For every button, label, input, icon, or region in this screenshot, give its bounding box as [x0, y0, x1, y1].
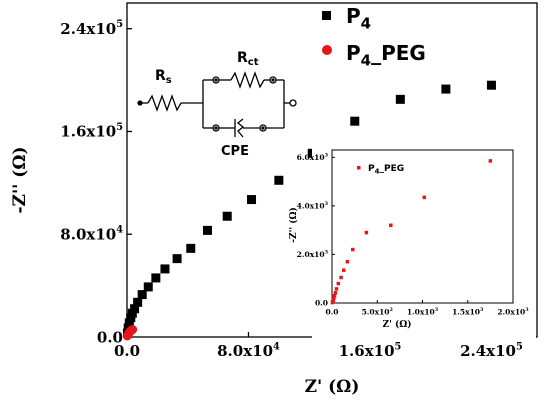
- data-point-p4: [274, 175, 284, 185]
- x-tick-label: 0.0: [114, 342, 140, 360]
- legend-label-p4-peg: P4_PEG: [346, 41, 426, 69]
- data-point-p4: [395, 94, 405, 104]
- x-tick-label: 8.0x104: [217, 341, 280, 360]
- inset-legend: P4_PEG: [357, 164, 404, 175]
- data-point-p4-peg: [336, 281, 341, 286]
- data-point-p4-peg: [389, 223, 393, 228]
- inset-legend-label: P4_PEG: [368, 164, 404, 175]
- data-point-p4-peg: [364, 230, 369, 235]
- data-point-p4-peg: [345, 259, 350, 264]
- x-tick-label: 1.0x103: [407, 307, 439, 316]
- label-rs: Rs: [155, 68, 172, 86]
- data-point-p4: [172, 254, 182, 264]
- x-tick-label: 5.0x102: [362, 307, 393, 316]
- legend-label-p4: P4: [346, 4, 371, 32]
- inset-data-points: [330, 159, 493, 305]
- y-tick-label: 8.0x104: [60, 225, 123, 244]
- data-point-p4-peg: [332, 293, 337, 298]
- y-tick-label: 1.6x105: [60, 122, 123, 141]
- y-tick-label: 0.0: [97, 328, 123, 346]
- equivalent-circuit-diagram: [137, 71, 297, 138]
- data-point-p4-peg: [333, 291, 338, 295]
- data-point-p4-peg: [351, 247, 355, 252]
- data-point-p4: [124, 318, 134, 328]
- main-legend: P4 P4_PEG: [322, 4, 426, 69]
- data-point-p4: [350, 116, 360, 126]
- x-tick-label: 2.0x103: [497, 307, 529, 316]
- circuit-labels: Rs Rct CPE: [155, 50, 259, 159]
- x-tick-label: 0.0: [325, 308, 338, 317]
- data-point-p4-peg: [488, 159, 493, 163]
- data-point-p4: [247, 195, 257, 205]
- data-point-p4: [202, 225, 212, 235]
- data-point-p4-peg: [331, 298, 336, 302]
- data-point-p4: [222, 211, 232, 221]
- data-point-p4-peg: [422, 195, 427, 200]
- inset-y-axis-label: -Z'' (Ω): [288, 207, 299, 242]
- label-rct: Rct: [237, 50, 259, 68]
- data-point-p4: [441, 84, 451, 94]
- data-point-p4-peg: [332, 296, 336, 300]
- label-cpe: CPE: [221, 144, 249, 159]
- data-point-p4-peg: [128, 325, 138, 335]
- x-tick-label: 2.4x105: [460, 341, 523, 360]
- data-point-p4: [486, 80, 496, 90]
- y-tick-label: 0.0: [315, 299, 328, 308]
- data-point-p4: [151, 273, 161, 283]
- main-tick-labels: 0.0 8.0x104 1.6x105 2.4x105 0.0 8.0x104 1.6x10…: [60, 19, 523, 360]
- inset-legend-marker: [357, 166, 361, 170]
- y-tick-label: 4.0x103: [297, 201, 329, 210]
- data-point-p4: [137, 290, 147, 300]
- legend-marker-p4: [322, 11, 331, 20]
- y-tick-label: 2.4x105: [60, 19, 123, 38]
- data-point-p4: [130, 304, 140, 314]
- y-tick-label: 2.0x103: [297, 250, 329, 259]
- legend-marker-p4-peg: [322, 45, 332, 55]
- data-point-p4: [186, 243, 196, 253]
- data-point-p4-peg: [339, 275, 343, 280]
- data-point-p4: [160, 264, 170, 274]
- data-point-p4: [133, 297, 143, 307]
- inset-x-axis-label: Z' (Ω): [383, 319, 412, 330]
- inset-background: [312, 148, 536, 342]
- main-y-axis-label: -Z'' (Ω): [10, 146, 30, 213]
- y-tick-label: 6.0x103: [297, 153, 329, 162]
- inset-tick-labels: 0.0 5.0x102 1.0x103 1.5x103 2.0x103 0.0 2.0x10…: [297, 153, 530, 317]
- x-tick-label: 1.5x103: [452, 307, 484, 316]
- x-tick-label: 1.6x105: [339, 341, 402, 360]
- data-point-p4-peg: [334, 287, 339, 291]
- data-point-p4-peg: [342, 268, 346, 272]
- main-x-axis-label: Z' (Ω): [305, 377, 360, 397]
- data-point-p4: [143, 282, 153, 292]
